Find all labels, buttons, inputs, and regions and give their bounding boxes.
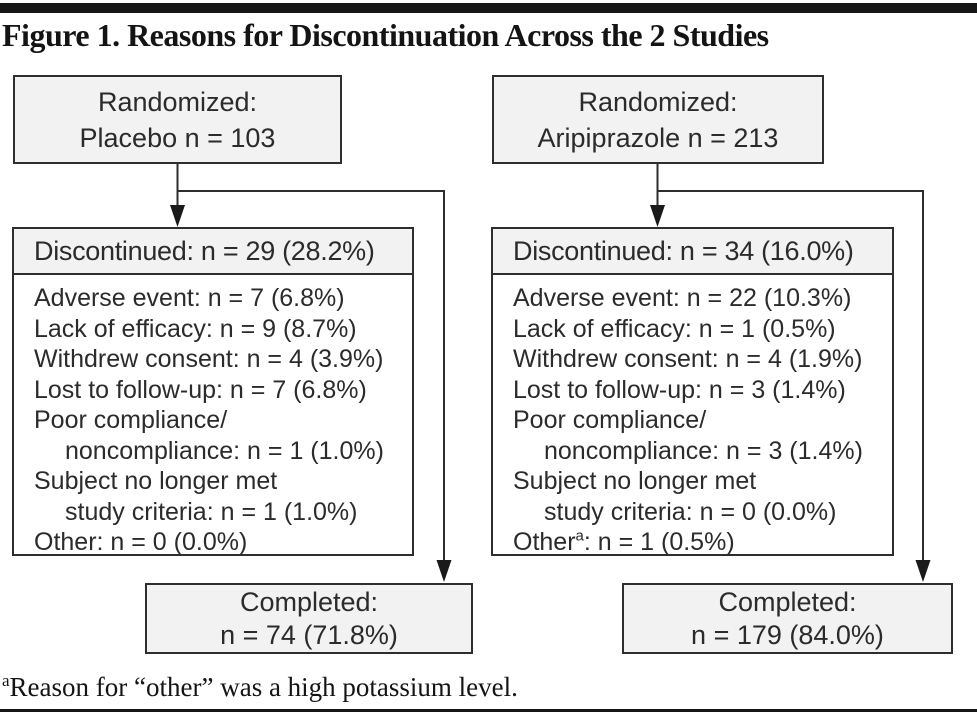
placebo-completed-arrowhead bbox=[436, 560, 452, 582]
completed-label: Completed: bbox=[718, 586, 857, 617]
randomized-count: Placebo n = 103 bbox=[79, 122, 276, 153]
reason-line: study criteria: n = 1 (1.0%) bbox=[65, 497, 358, 526]
discontinued-box-placebo: Discontinued: n = 29 (28.2%) Adverse eve… bbox=[12, 227, 414, 556]
reason-line: Lack of efficacy: n = 1 (0.5%) bbox=[513, 314, 836, 343]
reason-line: Other: n = 0 (0.0%) bbox=[34, 528, 248, 556]
reason-line: Subject no longer met bbox=[513, 467, 757, 495]
footnote-marker: a bbox=[2, 671, 10, 690]
bottom-rule bbox=[0, 709, 977, 712]
aripiprazole-discontinued-arrowhead bbox=[650, 205, 665, 227]
reason-line: Adverse event: n = 22 (10.3%) bbox=[513, 284, 852, 312]
completed-box-aripiprazole: Completed: n = 179 (84.0%) bbox=[622, 583, 953, 654]
reason-line: Lack of efficacy: n = 9 (8.7%) bbox=[34, 314, 357, 343]
reason-line: noncompliance: n = 3 (1.4%) bbox=[544, 436, 863, 465]
reason-line: Adverse event: n = 7 (6.8%) bbox=[34, 284, 345, 312]
randomized-label: Randomized: bbox=[97, 86, 258, 117]
placebo-discontinued-arrowhead bbox=[170, 205, 185, 227]
figure-title: Figure 1. Reasons for Discontinuation Ac… bbox=[2, 17, 769, 53]
reason-line: Subject no longer met bbox=[34, 467, 278, 495]
reason-line: Withdrew consent: n = 4 (1.9%) bbox=[513, 345, 863, 373]
randomized-box-placebo: Randomized: Placebo n = 103 bbox=[13, 75, 342, 164]
discontinued-reason-list: Adverse event: n = 22 (10.3%) Lack of eff… bbox=[493, 275, 892, 558]
discontinued-header: Discontinued: n = 29 (28.2%) bbox=[14, 229, 412, 275]
reason-line: Lost to follow-up: n = 3 (1.4%) bbox=[513, 375, 846, 404]
randomized-label: Randomized: bbox=[578, 86, 738, 117]
reason-line: Lost to follow-up: n = 7 (6.8%) bbox=[34, 375, 367, 404]
reason-line: Othera: n = 1 (0.5%) bbox=[513, 527, 735, 556]
completed-box-placebo: Completed: n = 74 (71.8%) bbox=[145, 583, 473, 654]
reason-line: Poor compliance/ bbox=[34, 406, 228, 434]
completed-count: n = 179 (84.0%) bbox=[691, 619, 884, 650]
reason-line: study criteria: n = 0 (0.0%) bbox=[544, 497, 837, 526]
discontinued-header: Discontinued: n = 34 (16.0%) bbox=[493, 229, 892, 275]
footnote-text: Reason for “other” was a high potassium … bbox=[9, 672, 518, 702]
top-rule bbox=[0, 3, 977, 13]
randomized-count: Aripiprazole n = 213 bbox=[537, 122, 779, 153]
reason-line: noncompliance: n = 1 (1.0%) bbox=[65, 436, 384, 465]
completed-count: n = 74 (71.8%) bbox=[220, 619, 398, 650]
discontinued-reason-list: Adverse event: n = 7 (6.8%) Lack of effic… bbox=[14, 275, 412, 558]
aripiprazole-completed-arrowhead bbox=[915, 560, 931, 582]
discontinued-box-aripiprazole: Discontinued: n = 34 (16.0%) Adverse eve… bbox=[491, 227, 894, 556]
reason-line: Withdrew consent: n = 4 (3.9%) bbox=[34, 345, 384, 373]
footnote: aReason for “other” was a high potassium… bbox=[2, 672, 518, 703]
reason-line: Poor compliance/ bbox=[513, 406, 707, 434]
randomized-box-aripiprazole: Randomized: Aripiprazole n = 213 bbox=[492, 75, 824, 164]
completed-label: Completed: bbox=[239, 586, 379, 617]
